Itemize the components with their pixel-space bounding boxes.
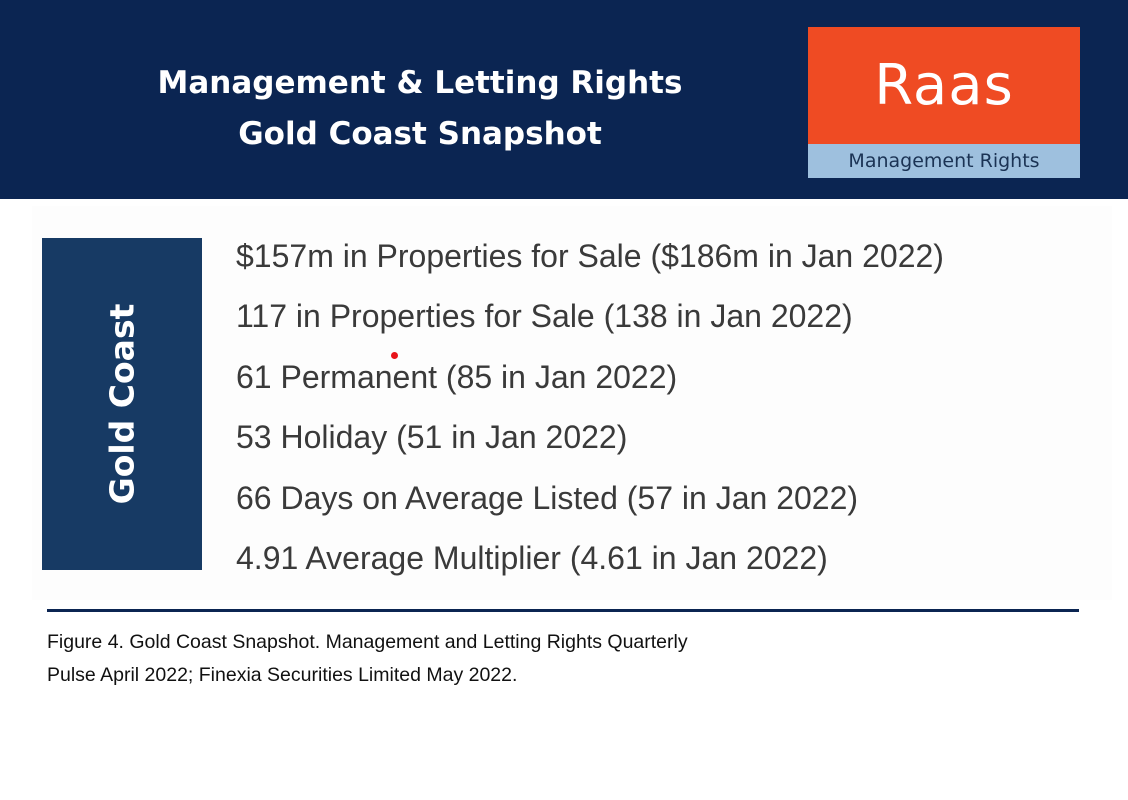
header-banner: Management & Letting Rights Gold Coast S…	[0, 0, 1128, 199]
caption-line-1: Figure 4. Gold Coast Snapshot. Managemen…	[47, 631, 688, 653]
raas-logo: Raas Management Rights	[808, 27, 1080, 178]
stat-item: 4.91 Average Multiplier (4.61 in Jan 202…	[236, 539, 828, 576]
page-title: Management & Letting Rights Gold Coast S…	[100, 58, 740, 160]
caption-line-2: Pulse April 2022; Finexia Securities Lim…	[47, 664, 518, 686]
stat-item: $157m in Properties for Sale ($186m in J…	[236, 238, 944, 274]
red-dot-marker	[391, 352, 398, 359]
stat-item: 53 Holiday (51 in Jan 2022)	[236, 419, 628, 456]
stat-item: 61 Permanent (85 in Jan 2022)	[236, 358, 678, 395]
divider	[47, 609, 1079, 612]
stats-list: $157m in Properties for Sale ($186m in J…	[236, 228, 944, 590]
title-line-1: Management & Letting Rights	[157, 65, 683, 101]
stat-item: 66 Days on Average Listed (57 in Jan 202…	[236, 479, 859, 516]
logo-tagline: Management Rights	[808, 144, 1080, 178]
region-label: Gold Coast	[102, 303, 142, 505]
title-line-2: Gold Coast Snapshot	[238, 116, 602, 152]
logo-brand: Raas	[808, 27, 1080, 144]
snapshot-figure	[32, 206, 1112, 600]
figure-caption: Figure 4. Gold Coast Snapshot. Managemen…	[47, 626, 947, 692]
stat-item: 117 in Properties for Sale (138 in Jan 2…	[236, 298, 853, 335]
region-label-panel: Gold Coast	[42, 238, 202, 570]
